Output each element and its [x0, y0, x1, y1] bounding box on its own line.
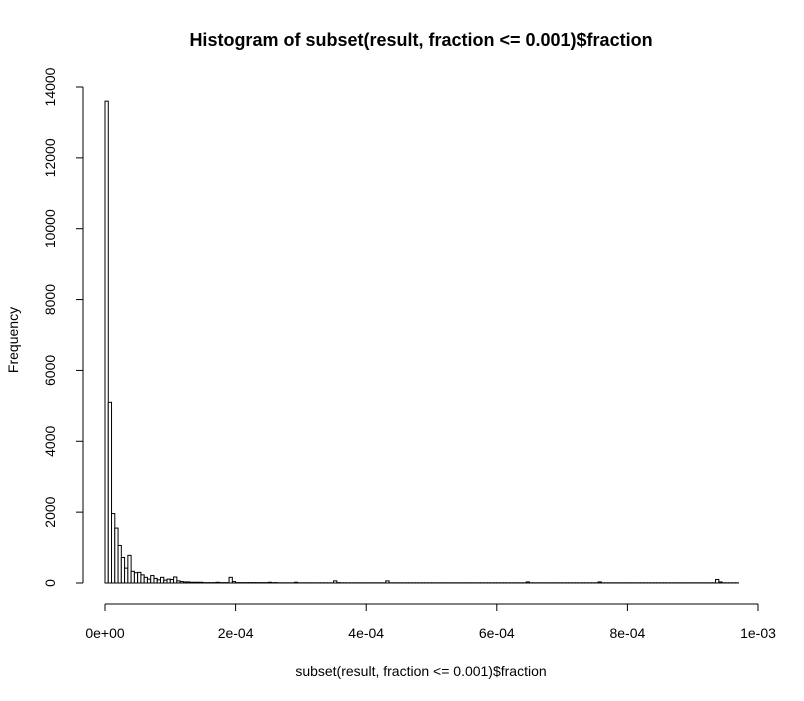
- y-axis-label: Frequency: [5, 307, 21, 373]
- histogram-bar: [127, 554, 132, 584]
- y-tick-label: 8000: [42, 284, 58, 315]
- histogram-bar: [333, 580, 338, 584]
- y-tick-label: 6000: [42, 355, 58, 386]
- y-tick-label: 12000: [42, 138, 58, 177]
- histogram-bar: [228, 576, 233, 584]
- y-axis: 0 2000 4000 6000 8000 10000 12000 14000: [42, 67, 84, 587]
- histogram-bar: [107, 401, 113, 584]
- x-tick-label: 0e+00: [85, 625, 125, 641]
- x-tick-label: 1e-03: [740, 625, 776, 641]
- histogram-bar: [715, 578, 720, 584]
- x-axis-label: subset(result, fraction <= 0.001)$fracti…: [295, 663, 546, 679]
- x-tick-label: 6e-04: [479, 625, 515, 641]
- y-tick-label: 14000: [42, 67, 58, 106]
- histogram-bar: [173, 576, 178, 584]
- histogram-bars: [104, 100, 739, 584]
- x-tick-label: 2e-04: [218, 625, 254, 641]
- histogram-bar: [104, 100, 109, 584]
- y-tick-label: 10000: [42, 209, 58, 248]
- x-tick-label: 4e-04: [348, 625, 384, 641]
- y-tick-label: 4000: [42, 426, 58, 457]
- histogram-bar: [385, 580, 390, 584]
- x-axis: 0e+00 2e-04 4e-04 6e-04 8e-04 1e-03: [85, 603, 776, 641]
- x-tick-label: 8e-04: [609, 625, 645, 641]
- y-tick-label: 0: [42, 579, 58, 587]
- chart-title: Histogram of subset(result, fraction <= …: [189, 30, 652, 50]
- y-tick-label: 2000: [42, 496, 58, 527]
